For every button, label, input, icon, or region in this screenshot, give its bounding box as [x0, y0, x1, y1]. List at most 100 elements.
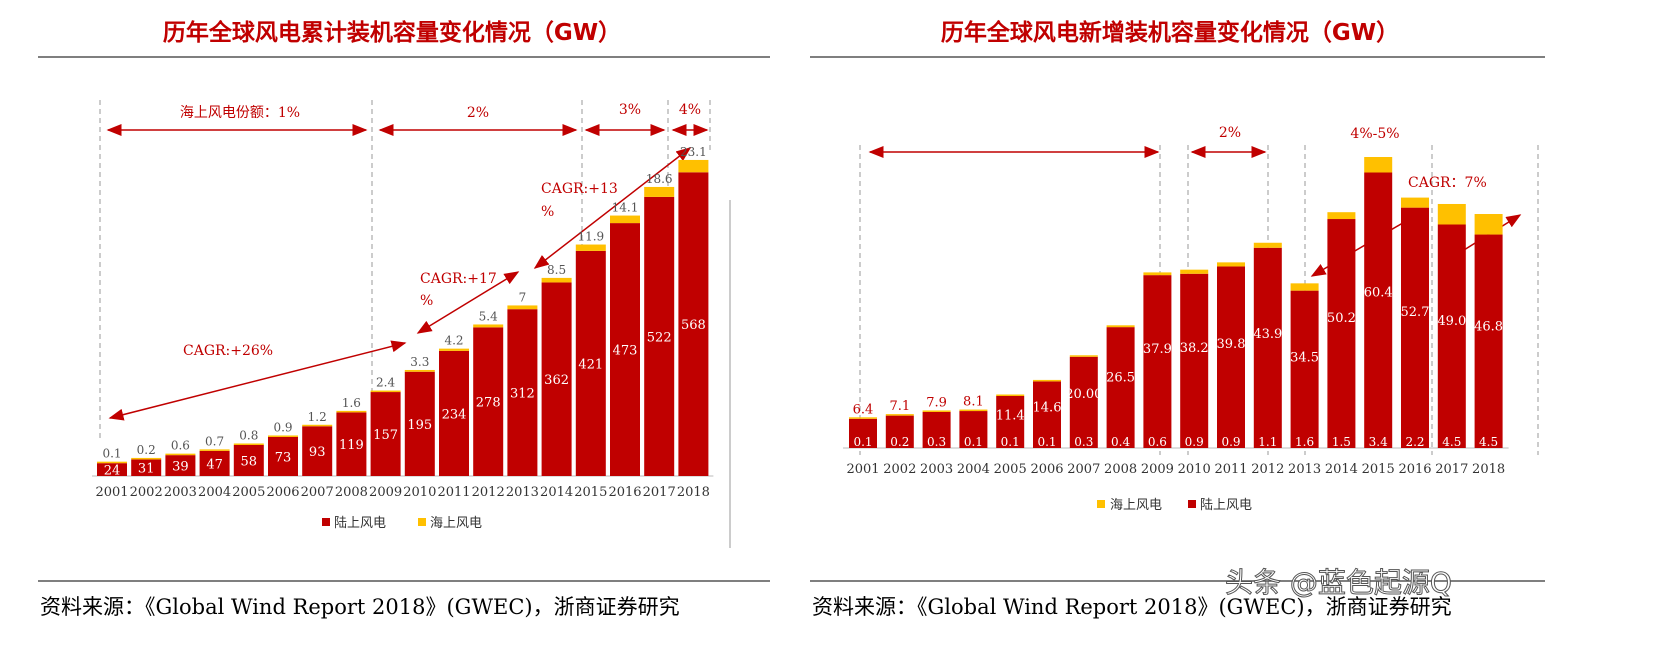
- label-offshore-2011: 0.9: [1221, 435, 1240, 449]
- bar-onshore-2016: [1401, 207, 1429, 448]
- bar-onshore-2015: [575, 250, 606, 476]
- label-onshore-2007: 20.00: [1065, 387, 1102, 402]
- bar-onshore-2010: [404, 371, 435, 476]
- bar-offshore-2004: [199, 449, 230, 451]
- bar-onshore-2006: [268, 436, 298, 476]
- label-offshore-2008: 1.6: [342, 396, 361, 410]
- bar-onshore-2011: [1217, 266, 1245, 448]
- label-offshore-2003: 0.6: [171, 439, 190, 453]
- label-onshore-2001: 24: [104, 464, 121, 479]
- label-onshore-2014: 50.2: [1327, 311, 1356, 326]
- label-onshore-2009: 157: [373, 428, 398, 443]
- label-offshore-2003: 0.3: [927, 435, 946, 449]
- label-onshore-2012: 43.9: [1253, 327, 1282, 342]
- x-tick-2006: 2006: [266, 485, 299, 500]
- bar-offshore-2013: [1290, 283, 1319, 291]
- label-onshore-2015: 421: [578, 357, 603, 372]
- bar-onshore-2018: [678, 172, 709, 477]
- label-onshore-2013: 312: [510, 387, 535, 402]
- cagr-label-3b: %: [541, 204, 554, 220]
- right-chart-title: 历年全球风电新增装机容量变化情况（GW）: [941, 19, 1399, 46]
- bar-onshore-2012: [1253, 247, 1282, 448]
- left-bars: 24 0.1 2001 31 0.2 2002 39 0.6 2003 47 0.7 2004 58 0.…: [92, 145, 714, 500]
- label-onshore-2014: 362: [544, 373, 569, 388]
- label-onshore-2002: 7.1: [889, 399, 910, 414]
- bar-offshore-2017: [644, 186, 675, 197]
- label-onshore-2017: 522: [647, 330, 672, 345]
- x-tick-2002: 2002: [883, 462, 916, 477]
- label-offshore-2014: 8.5: [547, 263, 566, 277]
- bar-onshore-2002: [131, 459, 162, 476]
- label-offshore-2010: 3.3: [410, 355, 429, 369]
- bar-offshore-2015: [575, 244, 606, 251]
- bar-offshore-2001: [97, 461, 127, 464]
- x-tick-2012: 2012: [1251, 462, 1284, 477]
- bar-onshore-2008: [1106, 327, 1135, 448]
- label-onshore-2010: 38.2: [1180, 341, 1209, 356]
- bar-offshore-2001: [849, 417, 877, 419]
- x-tick-2004: 2004: [957, 462, 990, 477]
- x-tick-2014: 2014: [1325, 462, 1358, 477]
- label-offshore-2007: 0.3: [1074, 435, 1093, 449]
- bar-offshore-2016: [610, 215, 640, 224]
- left-source: 资料来源：《Global Wind Report 2018》(GWEC)，浙商证…: [40, 595, 680, 619]
- right-legend: 海上风电 陆上风电: [1097, 497, 1252, 513]
- x-tick-2018: 2018: [677, 485, 710, 500]
- label-onshore-2004: 47: [206, 457, 223, 472]
- label-onshore-2011: 39.8: [1217, 337, 1246, 352]
- x-tick-2015: 2015: [574, 485, 607, 500]
- bar-offshore-2011: [439, 348, 469, 351]
- label-onshore-2016: 52.7: [1401, 305, 1430, 320]
- bar-onshore-2006: [1033, 381, 1061, 448]
- right-share-label-1: 2%: [1219, 125, 1241, 141]
- right-cagr-label: CAGR：7%: [1408, 175, 1487, 191]
- x-tick-2010: 2010: [403, 485, 436, 500]
- left-chart-title: 历年全球风电累计装机容量变化情况（GW）: [163, 19, 621, 46]
- label-offshore-2005: 0.1: [1001, 435, 1020, 449]
- watermark: 头条 @蓝色起源Q: [1225, 566, 1452, 599]
- bar-onshore-2014: [541, 282, 572, 476]
- label-offshore-2017: 18.6: [646, 172, 673, 186]
- label-onshore-2012: 278: [476, 396, 501, 411]
- right-bars: 6.4 0.1 2001 7.1 0.2 2002 7.9 0.3 2003 8.1 0.1 2004…: [843, 157, 1509, 477]
- bar-onshore-2012: [473, 327, 504, 476]
- label-offshore-2001: 0.1: [102, 447, 121, 461]
- x-tick-2007: 2007: [1067, 462, 1100, 477]
- share-label-2: 2%: [467, 105, 489, 121]
- left-arrows: [106, 124, 709, 421]
- bar-offshore-2005: [233, 443, 264, 445]
- bar-onshore-2003: [922, 411, 951, 448]
- label-offshore-2010: 0.9: [1185, 435, 1204, 449]
- right-source: 资料来源：《Global Wind Report 2018》(GWEC)，浙商证…: [812, 595, 1452, 619]
- bar-offshore-2017: [1437, 203, 1466, 225]
- bar-onshore-2007: [302, 426, 333, 476]
- bar-offshore-2018: [1474, 214, 1503, 235]
- right-share-label-2: 4%-5%: [1350, 126, 1399, 142]
- label-onshore-2006: 14.6: [1033, 400, 1062, 415]
- bar-offshore-2005: [996, 394, 1025, 397]
- label-onshore-2008: 119: [339, 438, 364, 453]
- label-offshore-2005: 0.8: [239, 428, 258, 442]
- bar-onshore-2013: [507, 309, 538, 476]
- x-tick-2005: 2005: [232, 485, 265, 500]
- x-tick-2016: 2016: [1398, 462, 1431, 477]
- bar-offshore-2010: [404, 369, 435, 372]
- label-offshore-2015: 11.9: [577, 230, 604, 244]
- label-onshore-2007: 93: [309, 445, 326, 460]
- x-tick-2003: 2003: [920, 462, 953, 477]
- label-offshore-2011: 4.2: [444, 334, 463, 348]
- bar-onshore-2005: [996, 396, 1025, 448]
- label-offshore-2008: 0.4: [1111, 435, 1130, 449]
- bar-offshore-2008: [336, 410, 367, 413]
- x-tick-2013: 2013: [506, 485, 539, 500]
- label-offshore-2017: 4.5: [1442, 435, 1461, 449]
- bar-onshore-2003: [165, 455, 196, 476]
- x-tick-2015: 2015: [1362, 462, 1395, 477]
- label-offshore-2004: 0.1: [964, 435, 983, 449]
- bar-offshore-2006: [1033, 379, 1061, 382]
- bar-offshore-2003: [165, 453, 196, 456]
- x-tick-2012: 2012: [472, 485, 505, 500]
- legend-onshore: 陆上风电: [334, 515, 386, 531]
- share-label-3: 3%: [619, 102, 641, 118]
